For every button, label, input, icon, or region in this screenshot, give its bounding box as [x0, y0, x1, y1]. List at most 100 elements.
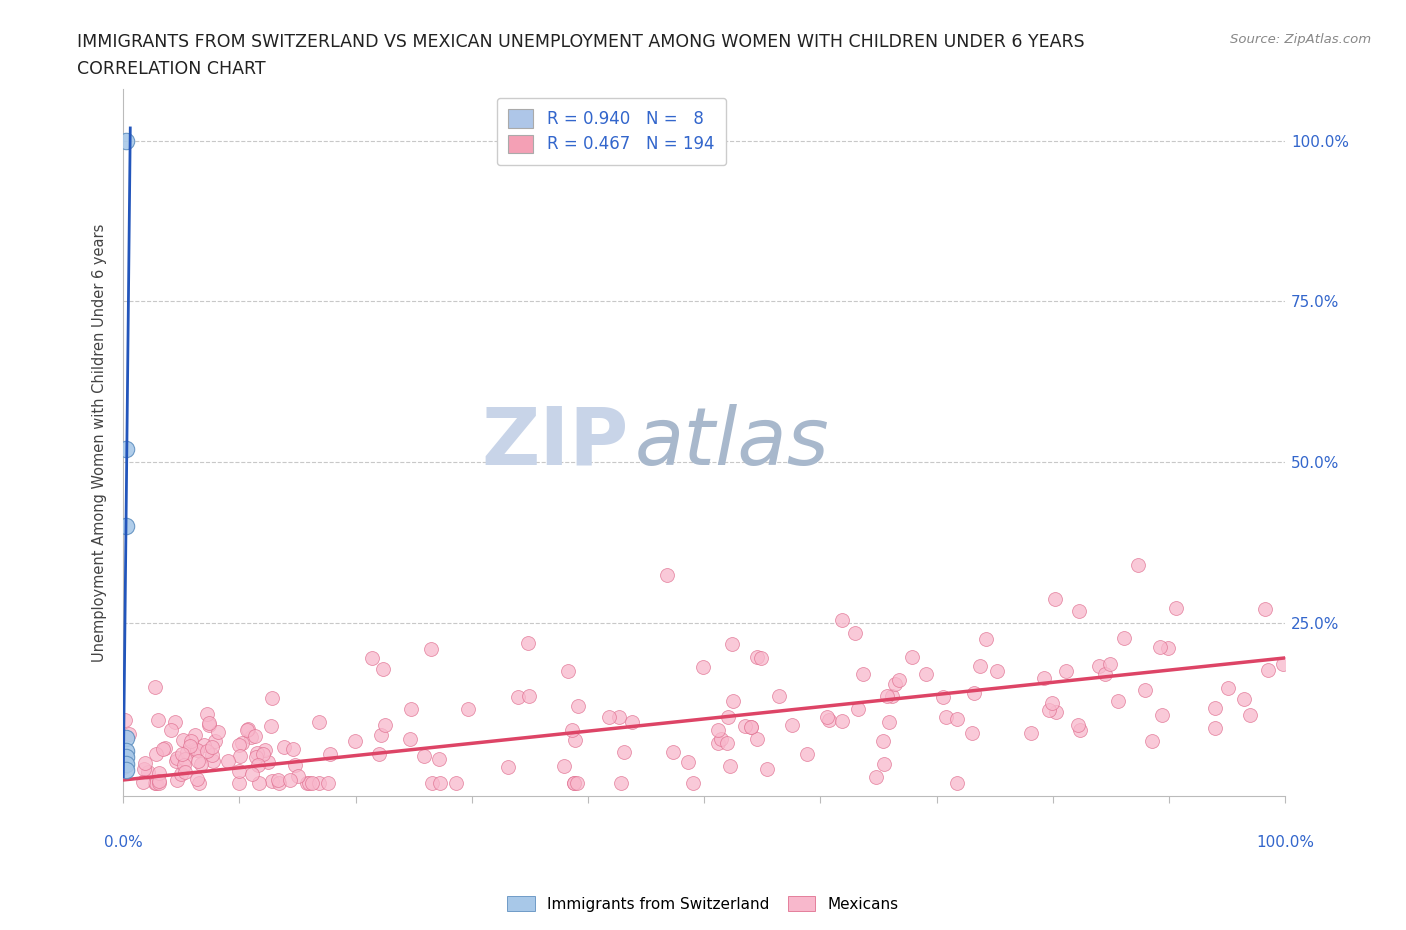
Point: [932, 690, 955, 705]
Point: [413, 749, 436, 764]
Point: [229, 749, 252, 764]
Point: [112, 760, 135, 775]
Point: [262, 691, 284, 706]
Point: [1069, 723, 1091, 737]
Point: [246, 746, 269, 761]
Point: [163, 714, 186, 729]
Point: [717, 710, 740, 724]
Point: [1107, 694, 1129, 709]
Point: [815, 710, 838, 724]
Point: [865, 770, 887, 785]
Point: [1149, 639, 1171, 654]
Point: [1204, 721, 1226, 736]
Point: [1054, 664, 1077, 679]
Point: [308, 776, 330, 790]
Point: [173, 757, 195, 772]
Point: [160, 722, 183, 737]
Point: [187, 754, 209, 769]
Point: [986, 664, 1008, 679]
Point: [880, 689, 903, 704]
Point: [831, 713, 853, 728]
Point: [598, 710, 620, 724]
Point: [114, 744, 136, 759]
Point: [197, 743, 219, 758]
Text: atlas: atlas: [634, 404, 830, 482]
Point: [420, 642, 443, 657]
Point: [284, 758, 307, 773]
Point: [427, 752, 450, 767]
Text: 100.0%: 100.0%: [1257, 835, 1315, 850]
Point: [1040, 696, 1063, 711]
Point: [228, 764, 250, 778]
Point: [145, 776, 167, 790]
Point: [273, 739, 295, 754]
Point: [204, 733, 226, 748]
Point: [186, 771, 208, 786]
Point: [565, 776, 588, 790]
Point: [134, 755, 156, 770]
Point: [166, 773, 188, 788]
Point: [114, 763, 136, 777]
Point: [457, 702, 479, 717]
Point: [740, 719, 762, 734]
Point: [242, 767, 264, 782]
Point: [1239, 708, 1261, 723]
Point: [720, 637, 742, 652]
Point: [278, 773, 301, 788]
Point: [747, 649, 769, 664]
Point: [114, 756, 136, 771]
Point: [231, 736, 253, 751]
Point: [287, 769, 309, 784]
Point: [114, 712, 136, 727]
Point: [734, 718, 756, 733]
Point: [207, 724, 229, 739]
Point: [198, 717, 221, 732]
Point: [236, 723, 259, 737]
Point: [190, 756, 212, 771]
Point: [184, 741, 207, 756]
Point: [260, 719, 283, 734]
Point: [239, 730, 262, 745]
Point: [254, 742, 277, 757]
Point: [1019, 725, 1042, 740]
Point: [884, 677, 907, 692]
Point: [1133, 683, 1156, 698]
Point: [969, 659, 991, 674]
Point: [136, 764, 159, 779]
Point: [148, 773, 170, 788]
Point: [201, 747, 224, 762]
Point: [344, 733, 367, 748]
Point: [621, 714, 644, 729]
Point: [145, 776, 167, 790]
Point: [682, 776, 704, 790]
Legend: R = 0.940   N =   8, R = 0.467   N = 194: R = 0.940 N = 8, R = 0.467 N = 194: [496, 98, 725, 165]
Point: [852, 666, 875, 681]
Point: [114, 519, 136, 534]
Text: CORRELATION CHART: CORRELATION CHART: [77, 60, 266, 78]
Point: [831, 613, 853, 628]
Point: [257, 754, 280, 769]
Text: ZIP: ZIP: [481, 404, 628, 482]
Point: [201, 739, 224, 754]
Point: [267, 772, 290, 787]
Point: [146, 712, 169, 727]
Point: [198, 715, 221, 730]
Point: [755, 762, 778, 777]
Point: [1067, 717, 1090, 732]
Point: [172, 733, 194, 748]
Point: [202, 754, 225, 769]
Point: [609, 776, 631, 790]
Point: [1204, 700, 1226, 715]
Point: [262, 774, 284, 789]
Point: [1112, 631, 1135, 645]
Point: [496, 760, 519, 775]
Point: [846, 701, 869, 716]
Point: [818, 712, 841, 727]
Point: [236, 722, 259, 737]
Point: [506, 690, 529, 705]
Point: [564, 776, 586, 790]
Point: [1067, 604, 1090, 618]
Point: [298, 776, 321, 790]
Point: [180, 733, 202, 748]
Point: [247, 776, 270, 790]
